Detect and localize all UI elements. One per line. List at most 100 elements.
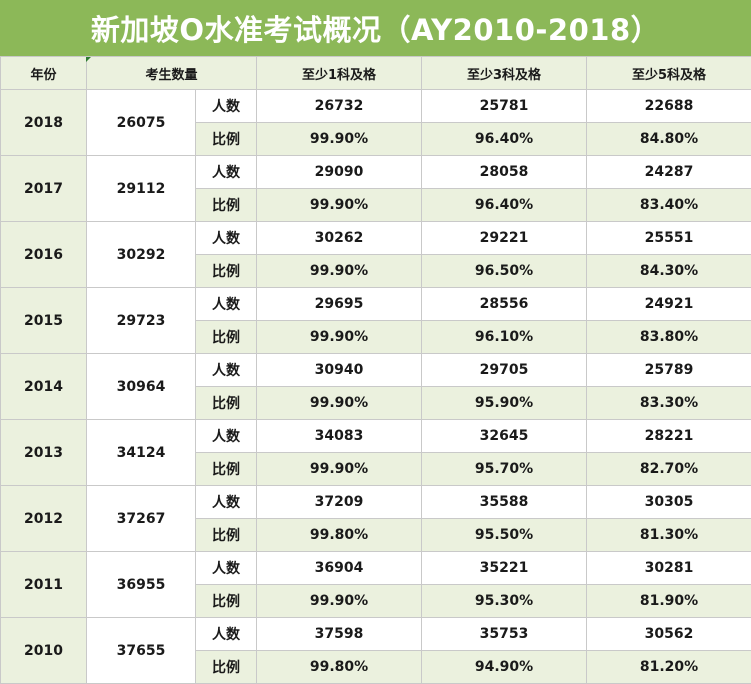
column-header-pass1: 至少1科及格: [256, 56, 423, 90]
year-cell: 2011: [0, 551, 87, 618]
count-value: 35588: [421, 485, 588, 519]
column-header-pass3: 至少3科及格: [421, 56, 588, 90]
count-label: 人数: [194, 221, 258, 255]
count-value: 34083: [256, 419, 423, 453]
year-cell: 2018: [0, 89, 87, 156]
table-header-row: 年份 考生数量 至少1科及格 至少3科及格 至少5科及格: [0, 56, 751, 90]
count-label: 人数: [194, 89, 258, 123]
count-value: 30305: [586, 485, 751, 519]
count-value: 35753: [421, 617, 588, 651]
table-row-ratio: 比例 99.90% 96.40% 84.80%: [1, 122, 751, 156]
column-header-pass5: 至少5科及格: [586, 56, 751, 90]
ratio-label: 比例: [194, 386, 258, 420]
count-label: 人数: [194, 419, 258, 453]
students-cell: 30964: [86, 353, 196, 420]
count-value: 25781: [421, 89, 588, 123]
ratio-value: 83.30%: [586, 386, 751, 420]
table-row-ratio: 比例 99.90% 96.10% 83.80%: [1, 320, 751, 354]
students-cell: 26075: [86, 89, 196, 156]
students-cell: 30292: [86, 221, 196, 288]
table-row-ratio: 比例 99.80% 95.50% 81.30%: [1, 518, 751, 552]
count-value: 29090: [256, 155, 423, 189]
count-value: 30262: [256, 221, 423, 255]
ratio-label: 比例: [194, 584, 258, 618]
count-label: 人数: [194, 287, 258, 321]
count-label: 人数: [194, 155, 258, 189]
table-row-count: 2013 34124 人数 34083 32645 28221: [0, 419, 751, 486]
table-row-count: 2017 29112 人数 29090 28058 24287: [0, 155, 751, 222]
ratio-value: 84.30%: [586, 254, 751, 288]
count-value: 29705: [421, 353, 588, 387]
count-value: 36904: [256, 551, 423, 585]
column-header-year: 年份: [0, 56, 87, 90]
count-value: 28221: [586, 419, 751, 453]
students-cell: 34124: [86, 419, 196, 486]
ratio-label: 比例: [194, 254, 258, 288]
ratio-value: 99.90%: [256, 584, 423, 618]
ratio-value: 94.90%: [421, 650, 588, 684]
count-value: 25551: [586, 221, 751, 255]
ratio-label: 比例: [194, 320, 258, 354]
ratio-value: 99.90%: [256, 254, 423, 288]
count-value: 30940: [256, 353, 423, 387]
count-value: 30281: [586, 551, 751, 585]
year-cell: 2016: [0, 221, 87, 288]
count-value: 35221: [421, 551, 588, 585]
ratio-value: 81.90%: [586, 584, 751, 618]
column-header-students: 考生数量: [85, 56, 258, 90]
table-row-count: 2015 29723 人数 29695 28556 24921: [0, 287, 751, 354]
ratio-value: 83.80%: [586, 320, 751, 354]
count-label: 人数: [194, 353, 258, 387]
count-value: 28058: [421, 155, 588, 189]
ratio-label: 比例: [194, 122, 258, 156]
table-row-ratio: 比例 99.80% 94.90% 81.20%: [1, 650, 751, 684]
table-row-ratio: 比例 99.90% 96.50% 84.30%: [1, 254, 751, 288]
ratio-value: 95.50%: [421, 518, 588, 552]
students-cell: 37267: [86, 485, 196, 552]
table-row-count: 2011 36955 人数 36904 35221 30281: [0, 551, 751, 618]
count-value: 24287: [586, 155, 751, 189]
table-row-count: 2016 30292 人数 30262 29221 25551: [0, 221, 751, 288]
ratio-value: 81.20%: [586, 650, 751, 684]
ratio-value: 83.40%: [586, 188, 751, 222]
ratio-value: 99.90%: [256, 122, 423, 156]
year-cell: 2015: [0, 287, 87, 354]
cell-comment-marker: [86, 57, 91, 62]
students-cell: 36955: [86, 551, 196, 618]
year-cell: 2017: [0, 155, 87, 222]
ratio-value: 99.80%: [256, 518, 423, 552]
ratio-value: 95.30%: [421, 584, 588, 618]
ratio-value: 99.80%: [256, 650, 423, 684]
count-value: 30562: [586, 617, 751, 651]
students-cell: 29112: [86, 155, 196, 222]
year-cell: 2013: [0, 419, 87, 486]
table-row-count: 2014 30964 人数 30940 29705 25789: [0, 353, 751, 420]
students-cell: 37655: [86, 617, 196, 684]
ratio-value: 96.10%: [421, 320, 588, 354]
count-value: 37598: [256, 617, 423, 651]
table-row-ratio: 比例 99.90% 95.90% 83.30%: [1, 386, 751, 420]
table-row-ratio: 比例 99.90% 96.40% 83.40%: [1, 188, 751, 222]
ratio-label: 比例: [194, 518, 258, 552]
count-value: 28556: [421, 287, 588, 321]
table-row-count: 2012 37267 人数 37209 35588 30305: [0, 485, 751, 552]
year-cell: 2014: [0, 353, 87, 420]
table-body: 2018 26075 人数 26732 25781 22688 比例 99.90% 96.40%…: [0, 89, 751, 684]
table-row-count: 2018 26075 人数 26732 25781 22688: [0, 89, 751, 156]
ratio-value: 81.30%: [586, 518, 751, 552]
ratio-value: 96.40%: [421, 188, 588, 222]
count-value: 24921: [586, 287, 751, 321]
count-value: 25789: [586, 353, 751, 387]
count-label: 人数: [194, 617, 258, 651]
ratio-value: 84.80%: [586, 122, 751, 156]
ratio-value: 99.90%: [256, 188, 423, 222]
ratio-value: 95.70%: [421, 452, 588, 486]
count-value: 22688: [586, 89, 751, 123]
count-value: 29695: [256, 287, 423, 321]
count-label: 人数: [194, 551, 258, 585]
ratio-value: 95.90%: [421, 386, 588, 420]
ratio-value: 99.90%: [256, 452, 423, 486]
count-label: 人数: [194, 485, 258, 519]
table-row-count: 2010 37655 人数 37598 35753 30562: [0, 617, 751, 684]
exam-stats-table: 年份 考生数量 至少1科及格 至少3科及格 至少5科及格 2018 26075 人数…: [0, 56, 751, 684]
